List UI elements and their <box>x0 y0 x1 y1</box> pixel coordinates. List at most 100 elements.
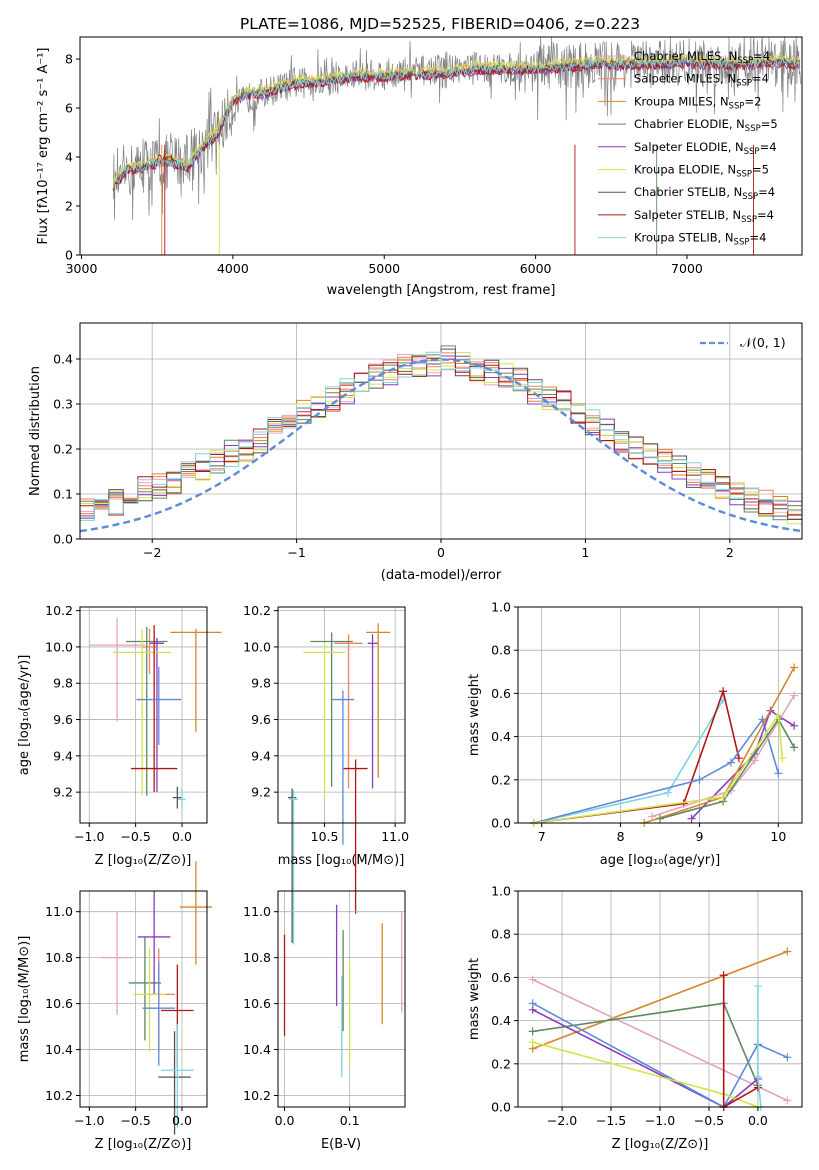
mw-z-ytick-label: 0.4 <box>491 1013 511 1028</box>
spectrum-legend-label: Salpeter STELIB, NSSP=4 <box>634 208 774 225</box>
mass-z-ytick-label: 10.8 <box>45 950 73 965</box>
age-z-xtick-label: 0.0 <box>172 829 192 844</box>
mw-age-marker <box>648 812 657 821</box>
mw-z-marker <box>753 1072 762 1081</box>
mw-age-marker <box>734 754 743 763</box>
age-z-ytick-label: 10.0 <box>45 639 73 654</box>
spectrum-legend-count: =4 <box>757 208 774 222</box>
mw-age-marker <box>750 756 759 765</box>
spectrum-xtick-label: 5000 <box>368 261 400 276</box>
mass-z-xtick-label: −1.0 <box>74 1113 104 1128</box>
mw-z-ytick-label: 0.0 <box>491 1100 511 1115</box>
age-mass-point <box>367 634 378 789</box>
mass-ebv-ytick-label: 10.8 <box>243 950 271 965</box>
spectrum-legend-count: =5 <box>752 163 769 177</box>
mw-age-marker <box>719 793 728 802</box>
age-mass-point <box>310 632 353 787</box>
spectrum-legend: Chabrier MILES, NSSP=4 Salpeter MILES, NS… <box>598 49 778 248</box>
mw-age-marker <box>719 687 728 696</box>
age-z-point <box>89 617 145 722</box>
spectrum-legend-label: Kroupa STELIB, NSSP=4 <box>634 231 766 248</box>
mw-age-series-line <box>659 717 795 820</box>
spectrum-xtick-label: 7000 <box>671 261 703 276</box>
spectrum-legend-subscript: SSP <box>736 79 752 89</box>
spectrum-legend-subscript: SSP <box>744 147 760 157</box>
spectrum-xtick-label: 6000 <box>520 261 552 276</box>
age-mass-ytick-label: 9.8 <box>251 676 271 691</box>
age-z-point <box>178 788 186 809</box>
mass-z-ytick-label: 10.6 <box>45 996 73 1011</box>
age-mass-ytick-label: 9.6 <box>251 712 271 727</box>
mass-ebv-xlabel: E(B-V) <box>321 1137 361 1152</box>
age-z-point <box>172 786 182 809</box>
spectrum-xtick-label: 3000 <box>66 261 98 276</box>
mw-age-marker <box>663 788 672 797</box>
mw-age-xlabel: age [log₁₀(age/yr)] <box>600 853 721 868</box>
spectrum-ytick-label: 2 <box>65 199 73 214</box>
age-z-ytick-label: 10.2 <box>45 603 73 618</box>
mw-z-series-line <box>722 975 759 1109</box>
spectrum-legend-label: Chabrier ELODIE, NSSP=5 <box>634 117 778 134</box>
spectrum-ytick-label: 4 <box>65 150 73 165</box>
mw-age-marker <box>790 663 799 672</box>
spectrum-ytick-label: 0 <box>65 248 73 263</box>
mass-z-xtick-label: 0.0 <box>172 1113 192 1128</box>
spectrum-ytick-label: 8 <box>65 52 73 67</box>
spectrum-data-line <box>112 37 801 221</box>
mw-age-xtick-label: 8 <box>617 829 625 844</box>
spectrum-xtick-label: 4000 <box>217 261 249 276</box>
age-mass-xlabel: mass [log₁₀(M/M⊙)] <box>278 853 405 868</box>
mass-ebv-xtick-label: 0.1 <box>340 1113 360 1128</box>
residual-xtick-label: 2 <box>726 545 734 560</box>
mass-weight-age-panel: 7 8 9 10 0.0 0.2 0.4 0.6 0.8 1.0 age [log₁₀(age/y… <box>467 600 803 868</box>
age-mass-xtick-label: 10.5 <box>311 829 339 844</box>
mass-z-ytick-label: 11.0 <box>45 904 73 919</box>
mw-age-marker <box>695 775 704 784</box>
mw-z-marker <box>528 1038 537 1047</box>
mass-z-ytick-label: 10.2 <box>45 1088 73 1103</box>
residual-xlabel: (data-model)/error <box>381 568 502 583</box>
mw-age-marker <box>774 711 783 719</box>
mw-age-ytick-label: 1.0 <box>491 600 511 615</box>
mw-age-marker <box>774 769 783 778</box>
residual-ytick-label: 0.0 <box>53 532 73 547</box>
mass-ebv-ytick-label: 11.0 <box>243 904 271 919</box>
mw-z-series-line <box>757 986 762 1108</box>
residual-ytick-label: 0.4 <box>53 352 73 367</box>
mass-z-xtick-label: −0.5 <box>120 1113 150 1128</box>
mw-z-ytick-label: 1.0 <box>491 884 511 899</box>
mw-age-marker <box>727 758 735 767</box>
age-mass-xtick-label: 11.0 <box>381 829 409 844</box>
age-mass-ytick-label: 10.2 <box>243 603 271 618</box>
mass-weight-z-panel: −2.0 −1.5 −1.0 −0.5 0.0 0.0 0.2 0.4 0.6 0.8 1.0 Z … <box>467 884 803 1152</box>
age-z-xtick-label: −1.0 <box>74 829 104 844</box>
mass-z-xlabel: Z [log₁₀(Z/Z⊙)] <box>95 1137 192 1152</box>
mw-z-marker <box>783 1053 792 1062</box>
mass-z-point <box>100 911 134 1016</box>
mw-z-series-line <box>532 950 788 1050</box>
age-z-point <box>136 666 182 745</box>
residual-histogram <box>80 351 802 521</box>
age-z-ytick-label: 9.4 <box>53 748 73 763</box>
spectrum-legend-count: =4 <box>752 72 769 86</box>
spectrum-legend-label: Chabrier MILES, NSSP=4 <box>634 49 770 66</box>
mw-age-series-line <box>651 695 795 818</box>
residual-xtick-label: −2 <box>143 545 161 560</box>
age-mass-point <box>303 643 346 798</box>
mass-ebv-panel: 0.0 0.1 10.2 10.4 10.6 10.8 11.0 E(B-V) <box>243 890 406 1152</box>
mw-z-xtick-label: −1.0 <box>645 1113 675 1128</box>
mw-z-marker <box>719 971 728 980</box>
mw-age-xtick-label: 7 <box>538 829 546 844</box>
spectrum-ytick-label: 6 <box>65 101 73 116</box>
mass-z-panel: −1.0 −0.5 0.0 10.2 10.4 10.6 10.8 11.0 Z [log₁₀… <box>17 861 213 1152</box>
mass-z-point <box>137 891 171 995</box>
age-mass-point <box>287 788 297 943</box>
age-mass-point <box>343 759 368 914</box>
age-z-ylabel: age [log₁₀(age/yr)] <box>17 655 32 776</box>
mass-z-point <box>128 936 162 1041</box>
mw-age-marker <box>778 754 787 763</box>
residual-legend-label: 𝒩(0, 1) <box>740 335 786 350</box>
mw-z-xtick-label: 0.0 <box>748 1113 768 1128</box>
residual-legend: 𝒩(0, 1) <box>700 335 786 350</box>
